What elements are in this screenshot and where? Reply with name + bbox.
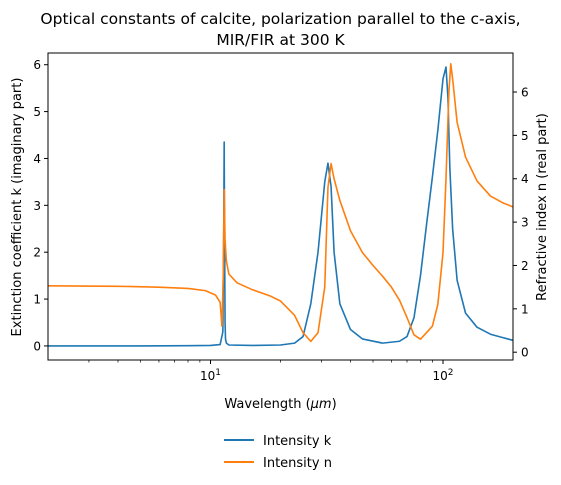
y-right-tick-label: 5: [521, 129, 529, 143]
y-right-tick-label: 0: [521, 346, 529, 360]
plot-frame: [47, 52, 514, 361]
y-left-tick-label: 1: [33, 293, 41, 307]
legend-label-n: Intensity n: [263, 456, 332, 471]
series-line-n: [48, 63, 513, 343]
series-layer: [48, 63, 513, 347]
y-right-tick-label: 4: [521, 172, 529, 186]
y-right-tick-label: 1: [521, 302, 529, 316]
y-left-tick-label: 0: [33, 339, 41, 353]
y-axis-label-left: Extinction coefficient k (imaginary part…: [10, 78, 25, 337]
x-tick-label: 102: [433, 368, 454, 383]
y-left-tick-label: 2: [33, 246, 41, 260]
y-right-tick-label: 6: [521, 86, 529, 100]
chart-title-line2: MIR/FIR at 300 K: [216, 31, 345, 49]
y-left-tick-label: 4: [33, 152, 41, 166]
legend-label-k: Intensity k: [263, 434, 332, 449]
axes-layer: 101 102 0 1 2 3 4 5 6 0 1 2 3 4 5 6: [33, 58, 528, 383]
y-left-tick-label: 3: [33, 199, 41, 213]
x-axis-label: Wavelength (μm): [224, 397, 336, 412]
y-left-tick-label: 6: [33, 58, 41, 72]
y-right-tick-label: 3: [521, 216, 529, 230]
y-right-tick-label: 2: [521, 259, 529, 273]
y-axis-label-right: Refractive index n (real part): [535, 113, 550, 301]
chart-title-line1: Optical constants of calcite, polarizati…: [40, 10, 520, 28]
series-line-k: [48, 66, 513, 347]
legend: Intensity k Intensity n: [224, 434, 332, 471]
y-left-tick-label: 5: [33, 105, 41, 119]
x-tick-label: 101: [200, 368, 221, 383]
